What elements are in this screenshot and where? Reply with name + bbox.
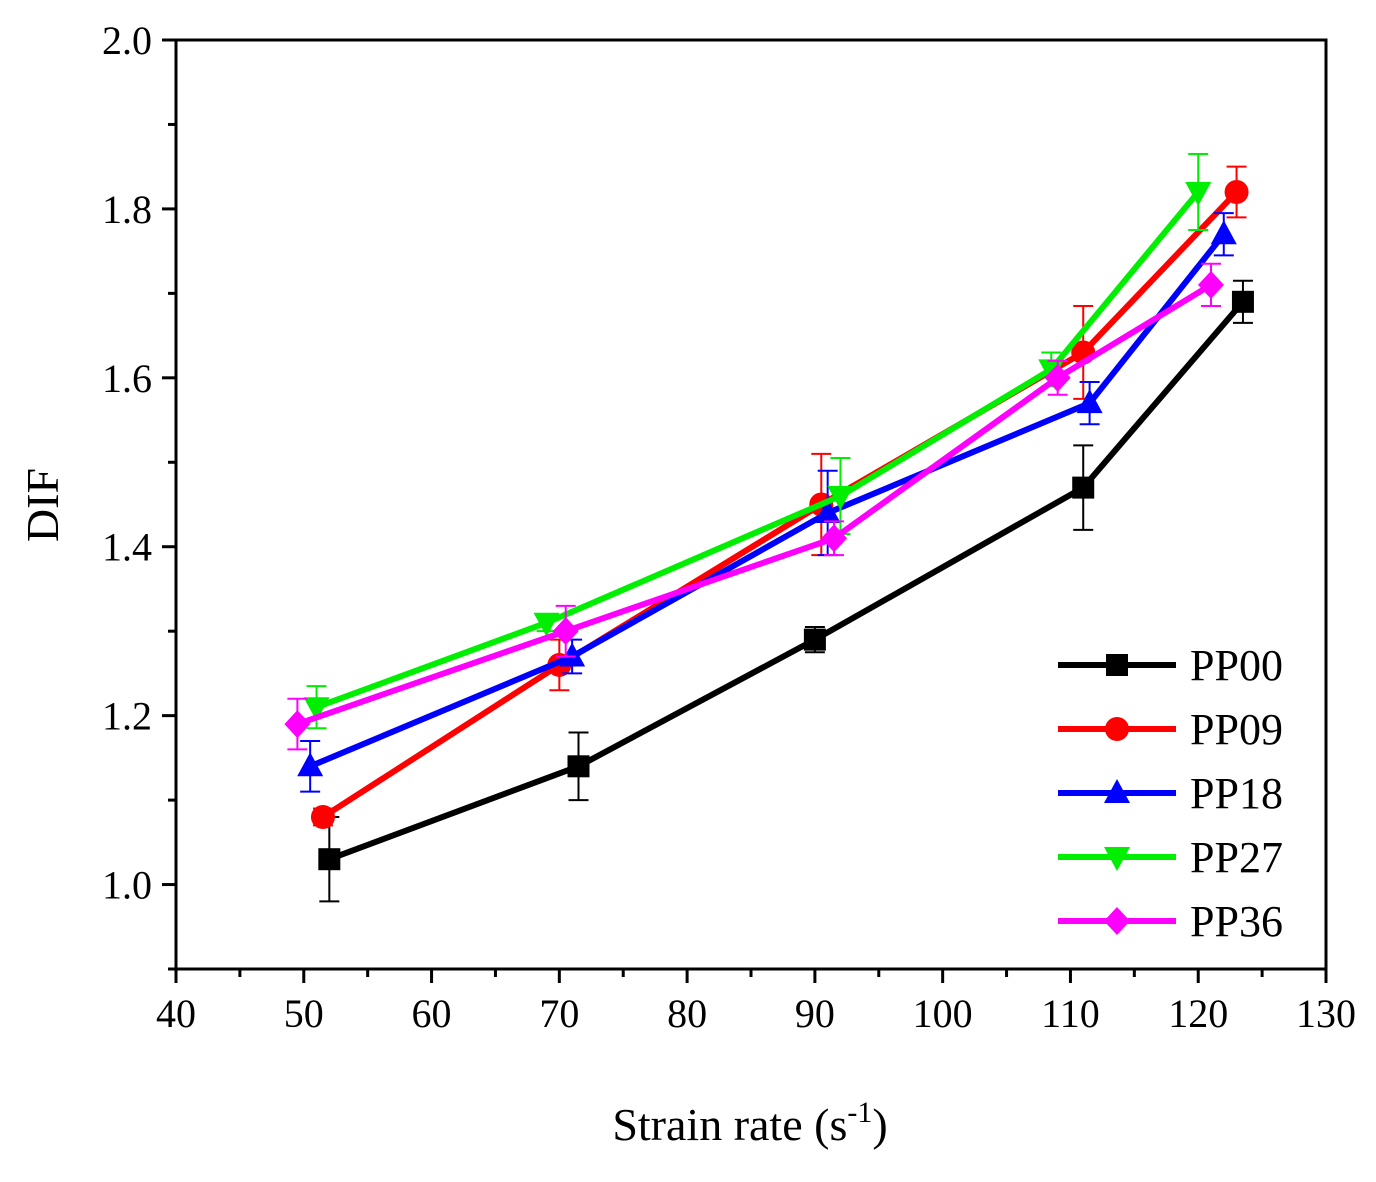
data-point [1072, 476, 1095, 499]
data-point [803, 628, 826, 651]
series-layer [284, 153, 1254, 903]
data-point [297, 752, 324, 777]
series-line [315, 190, 1201, 711]
legend-marker [1105, 717, 1129, 741]
x-tick-label: 120 [1168, 991, 1228, 1036]
legend-marker [1104, 847, 1130, 871]
legend-marker [1106, 654, 1128, 676]
y-tick-label: 2.0 [102, 18, 152, 63]
x-axis-title-main: Strain rate (s [612, 1099, 847, 1150]
axes-layer: 40 50 60 70 80 90 100 110 120 130 1.0 1.2 1.4 1.6 1.8 2… [102, 18, 1356, 1036]
legend-item-pp27: PP27 [1058, 833, 1283, 882]
data-point [821, 524, 848, 553]
series-line [321, 189, 1239, 820]
x-tick-label: 80 [667, 991, 707, 1036]
data-point [1044, 363, 1071, 392]
data-point [1185, 182, 1212, 207]
data-point [310, 804, 335, 829]
x-tick-label: 100 [913, 991, 973, 1036]
x-tick-label: 90 [795, 991, 835, 1036]
x-tick-label: 130 [1296, 991, 1356, 1036]
x-tick-label: 110 [1041, 991, 1100, 1036]
legend-marker [1104, 779, 1130, 803]
series-pp36 [284, 262, 1224, 751]
data-point [318, 848, 341, 871]
series-pp27 [303, 153, 1212, 730]
legend-item-pp09: PP09 [1058, 705, 1283, 754]
series-pp00 [318, 279, 1254, 903]
legend-item-pp00: PP00 [1058, 641, 1283, 690]
data-point [552, 617, 579, 646]
legend: PP00 PP09 PP18 PP27 PP36 [1058, 641, 1283, 946]
data-point [827, 486, 854, 511]
data-point [1210, 220, 1237, 245]
series-pp18 [297, 212, 1237, 793]
x-tick-label: 40 [156, 991, 196, 1036]
x-axis-title-superscript: -1 [847, 1096, 872, 1129]
legend-label: PP27 [1190, 833, 1283, 882]
y-tick-label: 1.8 [102, 187, 152, 232]
data-point [1231, 290, 1254, 313]
legend-label: PP36 [1190, 897, 1283, 946]
y-tick-label: 1.0 [102, 863, 152, 908]
data-point [1198, 270, 1224, 299]
y-tick-label: 1.6 [102, 356, 152, 401]
x-tick-label: 50 [284, 991, 324, 1036]
legend-label: PP09 [1190, 705, 1283, 754]
legend-item-pp36: PP36 [1058, 897, 1283, 946]
legend-marker [1104, 907, 1130, 935]
x-axis-title: Strain rate (s-1) [612, 1096, 887, 1150]
series-line [309, 232, 1227, 770]
x-axis-title-suffix: ) [872, 1099, 887, 1150]
plot-frame [174, 38, 1328, 971]
data-point [814, 498, 841, 523]
data-point [303, 697, 330, 722]
y-axis-title: DIF [17, 468, 68, 542]
data-point [1224, 180, 1249, 205]
data-point [284, 710, 311, 739]
legend-label: PP00 [1190, 641, 1283, 690]
x-tick-label: 60 [412, 991, 452, 1036]
data-point [533, 612, 560, 637]
x-tick-label: 70 [539, 991, 579, 1036]
data-point [567, 755, 590, 778]
data-point [559, 642, 586, 667]
legend-item-pp18: PP18 [1058, 769, 1283, 818]
y-tick-label: 1.2 [102, 694, 152, 739]
data-point [1076, 389, 1103, 414]
legend-label: PP18 [1190, 769, 1283, 818]
y-tick-label: 1.4 [102, 525, 152, 570]
